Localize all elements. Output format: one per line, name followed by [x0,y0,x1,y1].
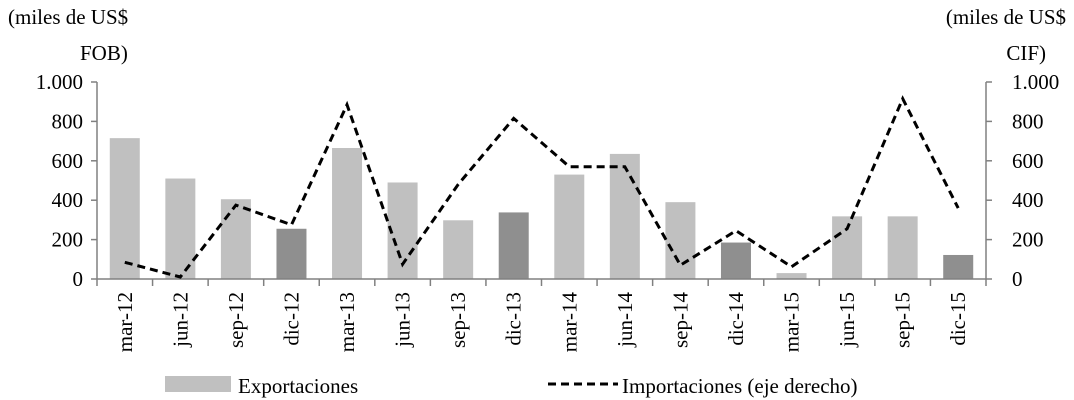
legend-label-importaciones: Importaciones (eje derecho) [622,374,858,398]
left-tick-label: 0 [73,267,84,291]
right-tick-label: 1.000 [1012,70,1059,94]
bar-dic-12 [276,229,306,279]
x-tick-label: sep-14 [668,292,692,348]
x-tick-label: sep-13 [446,292,470,348]
bar-jun-12 [165,179,195,279]
bar-dic-14 [721,243,751,279]
x-tick-label: mar-14 [557,292,581,353]
left-tick-label: 400 [52,188,84,212]
legend-swatch-exportaciones [165,376,231,392]
x-tick-label: jun-14 [613,292,637,348]
right-axis-label-line1: (miles de US$ [946,5,1066,29]
x-tick-label: jun-12 [168,292,192,348]
export-bars [110,138,973,279]
x-tick-label: dic-14 [724,292,748,346]
legend-label-exportaciones: Exportaciones [238,374,358,398]
x-tick-label: mar-12 [113,292,137,352]
right-tick-label: 800 [1012,109,1044,133]
left-tick-label: 200 [52,228,84,252]
bar-dic-13 [499,212,529,279]
x-tick-label: sep-15 [891,292,915,348]
left-axis-ticks: 0 200 400 600 800 1.000 [36,70,97,291]
bar-sep-13 [443,220,473,279]
x-tick-label: dic-13 [502,292,526,346]
x-tick-label: sep-12 [224,292,248,348]
bar-sep-12 [221,199,251,279]
x-tick-label: jun-13 [391,292,415,348]
bar-jun-14 [610,154,640,279]
bar-sep-15 [888,216,918,279]
left-tick-label: 800 [52,109,84,133]
right-tick-label: 0 [1012,267,1023,291]
left-tick-label: 600 [52,149,84,173]
x-axis-labels: mar-12 jun-12 sep-12 dic-12 mar-13 jun-13 sep-… [113,292,970,353]
bar-mar-14 [554,175,584,279]
left-tick-label: 1.000 [36,70,83,94]
legend: Exportaciones Importaciones (eje derecho… [165,374,858,398]
right-axis-label-line2: CIF) [1006,41,1046,65]
x-tick-label: dic-15 [946,292,970,346]
right-tick-label: 400 [1012,188,1044,212]
bar-mar-13 [332,148,362,279]
x-tick-label: mar-13 [335,292,359,352]
left-axis-label-line2: FOB) [80,41,128,65]
x-tick-label: dic-12 [279,292,303,346]
bar-mar-15 [777,273,807,279]
bar-mar-12 [110,138,140,279]
bar-dic-15 [943,255,973,279]
right-tick-label: 600 [1012,149,1044,173]
right-tick-label: 200 [1012,228,1044,252]
right-axis-ticks: 0 200 400 600 800 1.000 [986,70,1059,291]
x-tick-label: mar-15 [780,292,804,352]
x-tick-label: jun-15 [835,292,859,348]
left-axis-label-line1: (miles de US$ [8,5,128,29]
bar-sep-14 [665,202,695,279]
